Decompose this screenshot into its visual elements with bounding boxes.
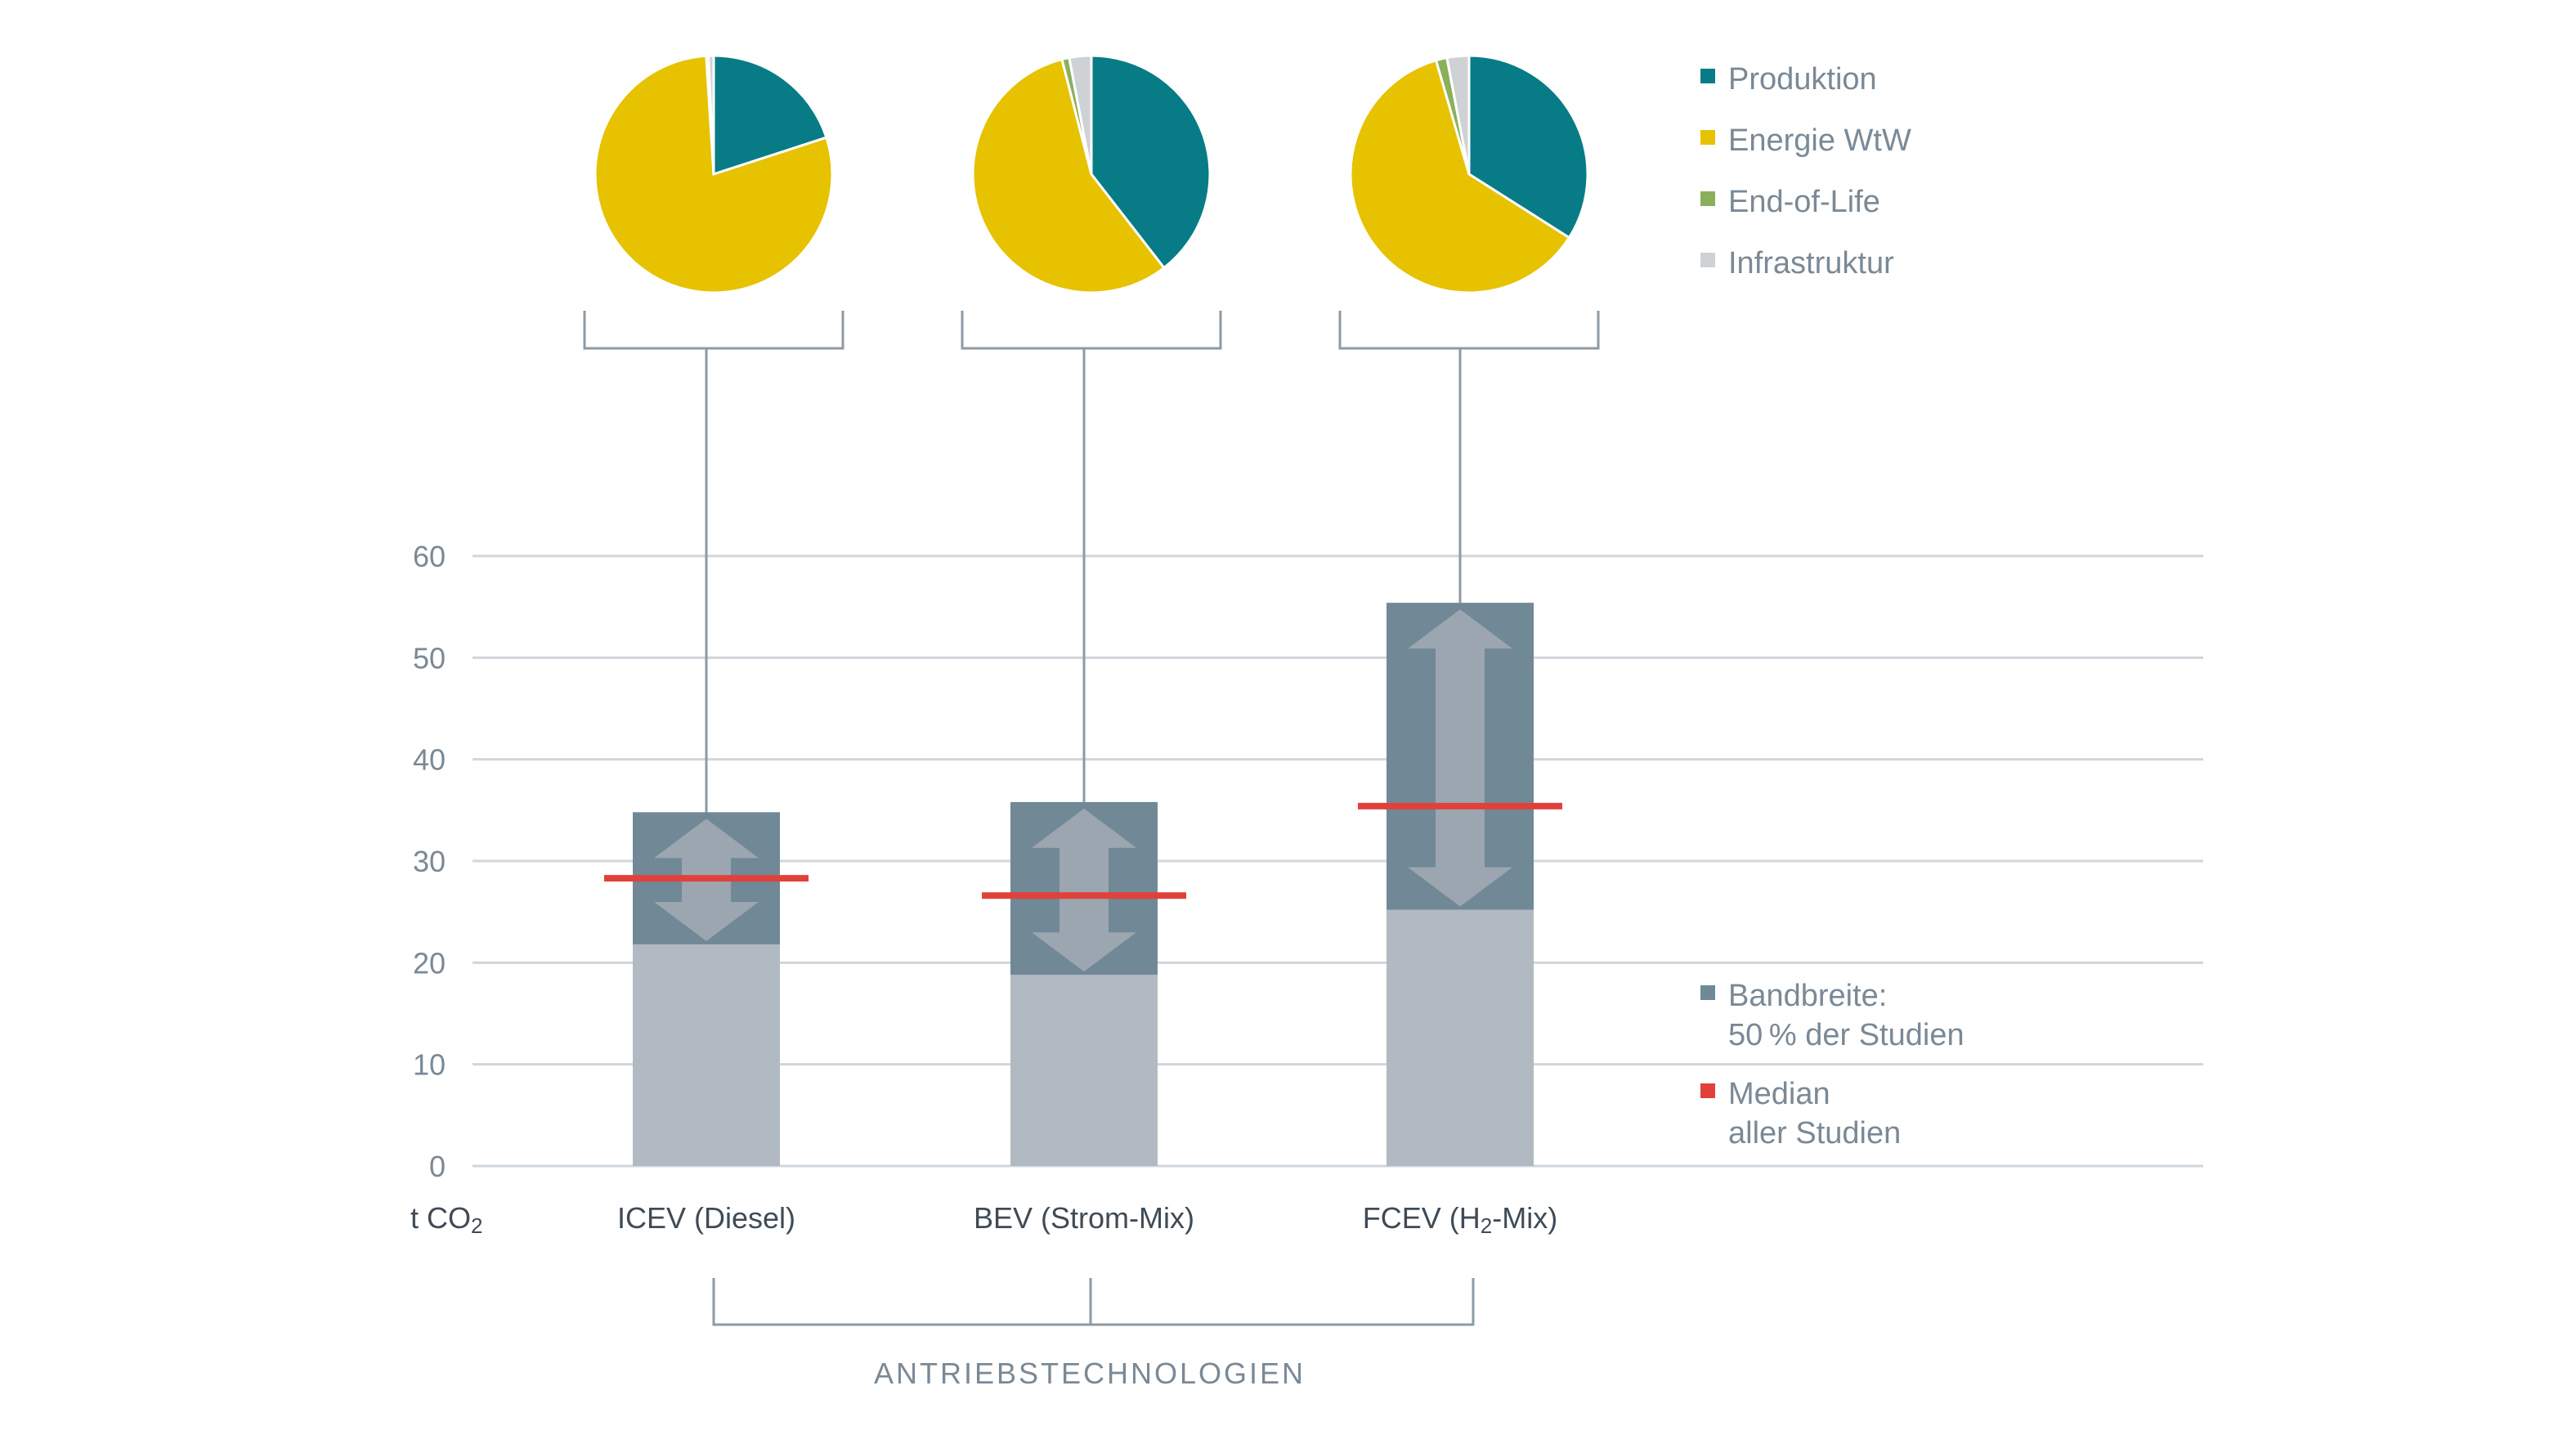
legend-swatch xyxy=(1700,985,1715,1000)
pie-bracket xyxy=(1338,311,1600,350)
y-tick-label: 60 xyxy=(413,540,446,573)
legend-label: Median xyxy=(1728,1077,1830,1111)
y-axis-ticks: 0 10 20 30 40 50 60 xyxy=(413,540,446,1183)
legends: Produktion Energie WtW End-of-Life Infrastr… xyxy=(1700,62,1964,1150)
bar-base xyxy=(1010,975,1158,1166)
y-tick-label: 30 xyxy=(413,845,446,878)
legend-label: Bandbreite: xyxy=(1728,979,1887,1013)
legend-label: aller Studien xyxy=(1728,1116,1901,1150)
y-tick-label: 20 xyxy=(413,946,446,980)
pie-slice xyxy=(1349,58,1571,294)
legend-label: Infrastruktur xyxy=(1728,246,1894,280)
range-arrow xyxy=(1408,609,1512,907)
pie-slice xyxy=(1068,54,1093,175)
legend-swatch xyxy=(1700,69,1715,83)
y-tick-label: 40 xyxy=(413,743,446,777)
pie-slice xyxy=(594,54,834,294)
bar-base xyxy=(1387,909,1534,1166)
legend-swatch xyxy=(1700,130,1715,145)
pie-slice xyxy=(971,57,1166,294)
pie-slice xyxy=(707,54,715,175)
legend-label: End-of-Life xyxy=(1728,185,1880,219)
pie-bracket xyxy=(961,311,1222,350)
x-tick-label: ICEV (Diesel) xyxy=(617,1201,795,1235)
legend-label: Energie WtW xyxy=(1728,123,1911,158)
y-tick-label: 0 xyxy=(429,1150,446,1183)
pie-slice xyxy=(712,54,828,177)
category-bracket xyxy=(712,1278,1475,1326)
bar-base xyxy=(633,944,780,1166)
x-group-label: ANTRIEBSTECHNOLOGIEN xyxy=(874,1357,1306,1390)
range-arrow xyxy=(1032,808,1136,972)
pie-slice xyxy=(1445,54,1471,175)
legend-swatch xyxy=(1700,191,1715,206)
pies xyxy=(583,54,1600,350)
legend-swatch xyxy=(1700,1083,1715,1098)
bars: ICEV (Diesel) BEV (Strom-Mix) FCEV (H2-Mix… xyxy=(617,603,1557,1238)
pie-bracket xyxy=(583,311,844,350)
legend-label: Produktion xyxy=(1728,62,1877,96)
pie-slice xyxy=(1090,54,1212,270)
x-tick-label: BEV (Strom-Mix) xyxy=(974,1201,1194,1235)
legend-label: 50 % der Studien xyxy=(1728,1018,1964,1052)
medians xyxy=(604,802,1562,899)
y-axis-label: t CO2 xyxy=(410,1201,482,1238)
x-tick-label: FCEV (H2-Mix) xyxy=(1363,1201,1557,1238)
legend-swatch xyxy=(1700,253,1715,267)
y-tick-label: 50 xyxy=(413,641,446,675)
y-tick-label: 10 xyxy=(413,1048,446,1082)
pie-connectors xyxy=(705,348,1475,1326)
